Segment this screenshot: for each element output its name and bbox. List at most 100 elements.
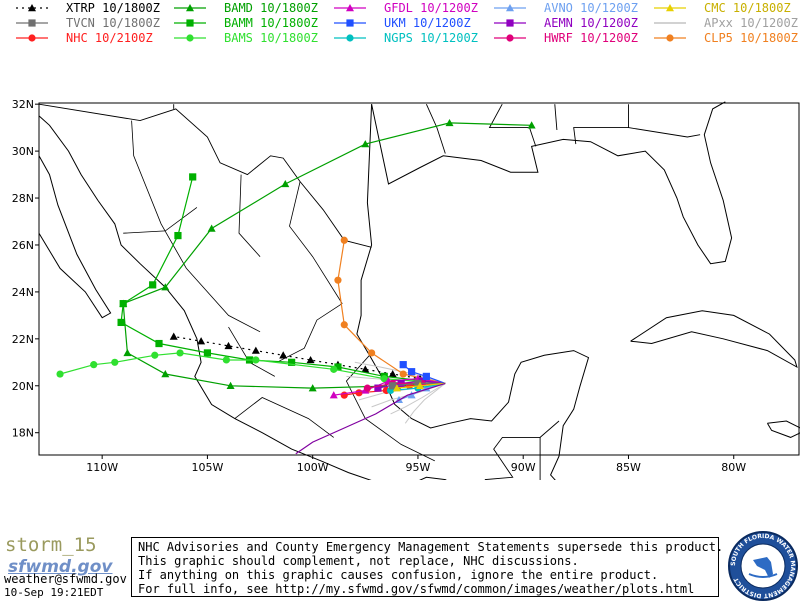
track-point [111,358,119,366]
coastline [371,101,733,265]
legend-symbol [16,4,48,12]
coastline [356,104,590,485]
track-point [189,173,197,181]
track-line [337,240,446,384]
lon-label: 85W [616,461,641,474]
map-panel: 32N 30N 28N 26N 24N 22N 20N 18N 110W 105W 100W 95W 9… [0,98,800,516]
track-point [527,121,536,129]
state-border [131,120,187,269]
track-point [151,351,159,359]
track-point [149,281,157,289]
legend-label: AVNO 10/1200Z [544,1,638,15]
lon-label: 110W [86,461,118,474]
track-point [363,384,372,392]
track-point [197,337,206,345]
lon-label: 100W [297,461,329,474]
legend-symbol [16,19,48,27]
track-point [334,276,342,284]
coastline [38,115,486,516]
track-point [374,384,382,392]
legend-marker-square-icon [28,19,36,27]
track-point [392,384,401,392]
legend-symbol [494,19,526,27]
track-line [173,335,446,384]
legend-label: BAMM 10/1800Z [224,16,318,30]
political-border [554,104,558,131]
legend-symbol [494,4,526,12]
legend-symbol [174,19,206,27]
track-point [252,356,260,364]
track-point [161,370,170,378]
political-border [38,103,372,248]
state-border [186,268,261,333]
model-tracks [56,118,536,455]
track-point [414,379,422,388]
legend-label: BAMD 10/1800Z [224,1,318,15]
track-bams [56,349,446,384]
state-border [289,181,343,304]
track-tvcn [389,379,446,390]
legend-label: CMC 10/1800Z [704,1,791,15]
legend-marker-circle-icon [186,34,194,42]
legend-symbol [654,22,686,24]
track-line [59,352,446,384]
lat-label: 24N [12,286,34,299]
track-point [281,179,290,188]
lat-label: 28N [12,192,34,205]
track-point [226,381,235,389]
track-point [340,321,348,329]
disclaimer-line: This graphic should complement, not repl… [138,554,579,568]
contact-email: weather@sfwmd.gov [4,572,127,586]
track-point [251,346,260,354]
legend-symbol [654,4,686,12]
track-point [174,231,182,240]
legend-label: NGPS 10/1200Z [384,31,478,45]
track-point [308,384,317,392]
map-frame [38,102,800,456]
track-point [169,332,178,340]
legend-marker-square-icon [346,19,354,27]
lon-label: 105W [191,461,223,474]
storm-name: storm_15 [5,534,97,556]
legend-symbol [654,34,686,42]
ensemble-track [404,383,446,424]
sfwmd-seal-icon: SOUTH FLORIDA WATER MANAGEMENT DISTRICT [728,531,798,601]
axis-labels: 32N 30N 28N 26N 24N 22N 20N 18N 110W 105W 100W 95W 9… [12,98,747,474]
track-line [402,364,446,384]
legend-symbol [334,34,366,42]
lat-label: 22N [12,333,34,346]
track-map: 32N 30N 28N 26N 24N 22N 20N 18N 110W 105W 100W 95W 9… [12,98,800,516]
track-point [288,358,296,366]
track-point [368,349,376,357]
coastline [38,155,112,319]
lat-label: 20N [12,380,34,393]
legend-label: XTRP 10/1800Z [66,1,160,15]
legend-label: BAMS 10/1800Z [224,31,318,45]
state-border [238,174,261,257]
legend-marker-triangle-icon [346,4,354,12]
disclaimer-link-line[interactable]: For full info, see http://my.sfwmd.gov/s… [138,582,695,596]
track-point [176,349,184,357]
model-legend: XTRP 10/1800Z BAMD 10/1800Z GFDL 10/1200Z A… [0,0,800,46]
legend-marker-circle-icon [506,34,514,42]
track-point [361,365,370,373]
track-point [388,370,397,378]
coastline [766,420,800,438]
track-point [399,370,407,378]
track-point [389,382,397,390]
track-point [416,381,425,389]
legend-symbol [494,34,526,42]
track-point [422,372,430,380]
track-clp5 [334,236,446,384]
lat-label: 30N [12,145,34,158]
disclaimer-line: NHC Advisories and County Emergency Mana… [138,540,724,554]
legend-symbol [16,34,48,42]
track-point [361,140,370,148]
political-border [539,420,560,438]
timestamp: 10-Sep 19:21EDT [4,586,104,599]
legend-label: AEMN 10/1200Z [544,16,638,30]
state-border [123,207,198,234]
legend-label: NHC 10/2100Z [66,31,153,45]
track-point [117,318,125,327]
legend-marker-triangle-icon [186,4,194,12]
